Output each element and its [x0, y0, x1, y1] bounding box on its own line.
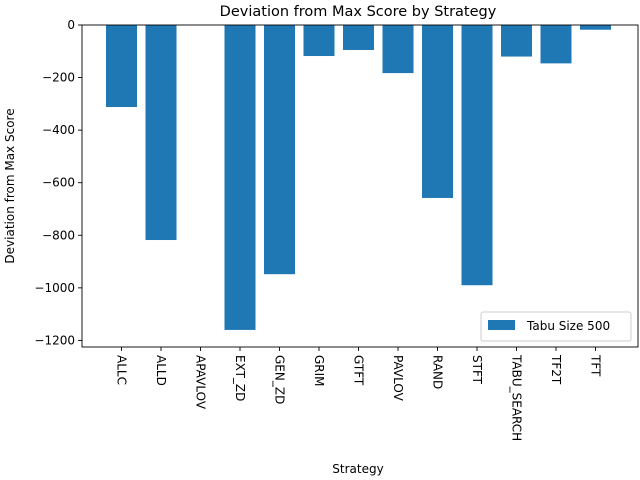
- x-axis-ticks: ALLC ALLD APAVLOV EXT_ZD GEN_ZD GRIM GTFT PAVLO…: [115, 347, 603, 441]
- bars-group: [106, 25, 611, 330]
- bar-gen_zd: [264, 25, 295, 275]
- bar-pavlov: [382, 25, 414, 74]
- bar-grim: [303, 25, 335, 57]
- bar-tf2t: [540, 25, 572, 64]
- bar-tabu_search: [501, 25, 532, 57]
- y-tick-label: −1200: [34, 333, 75, 347]
- y-tick-label: −800: [42, 228, 75, 242]
- x-axis-label: Strategy: [332, 462, 383, 476]
- x-tick-label: ALLC: [115, 355, 129, 385]
- x-tick-label: EXT_ZD: [233, 355, 247, 401]
- legend-box: [480, 311, 632, 342]
- chart-title: Deviation from Max Score by Strategy: [220, 4, 497, 20]
- x-tick-label: RAND: [431, 355, 445, 389]
- bar-tft: [580, 25, 611, 30]
- plot-frame: [81, 24, 639, 348]
- bar-allc: [106, 25, 137, 108]
- legend: Tabu Size 500: [480, 311, 632, 342]
- y-tick-label: −600: [42, 176, 75, 190]
- bar-gtft: [343, 25, 374, 50]
- y-tick-label: 0: [67, 18, 75, 32]
- x-tick-label: APAVLOV: [194, 355, 208, 410]
- x-tick-label: GRIM: [312, 355, 326, 387]
- x-tick-label: ALLD: [154, 355, 168, 386]
- y-tick-label: −1000: [34, 281, 75, 295]
- bar-rand: [422, 25, 453, 198]
- x-tick-label: PAVLOV: [391, 355, 405, 402]
- x-tick-label: TABU_SEARCH: [510, 354, 524, 441]
- x-tick-label: GEN_ZD: [273, 355, 287, 404]
- bar-ext_zd: [224, 25, 256, 330]
- y-axis-label: Deviation from Max Score: [3, 108, 17, 263]
- legend-label: Tabu Size 500: [526, 319, 610, 333]
- y-tick-label: −400: [42, 123, 75, 137]
- x-tick-label: TFT: [589, 354, 603, 377]
- y-tick-label: −200: [42, 71, 75, 85]
- bar-stft: [461, 25, 493, 286]
- x-tick-label: GTFT: [352, 355, 366, 386]
- bar-alld: [145, 25, 177, 241]
- legend-swatch: [488, 320, 515, 330]
- x-tick-label: TF2T: [549, 354, 563, 385]
- x-tick-label: STFT: [470, 355, 484, 385]
- y-axis-ticks: 0 −200 −400 −600 −800 −1000 −1200: [34, 18, 82, 347]
